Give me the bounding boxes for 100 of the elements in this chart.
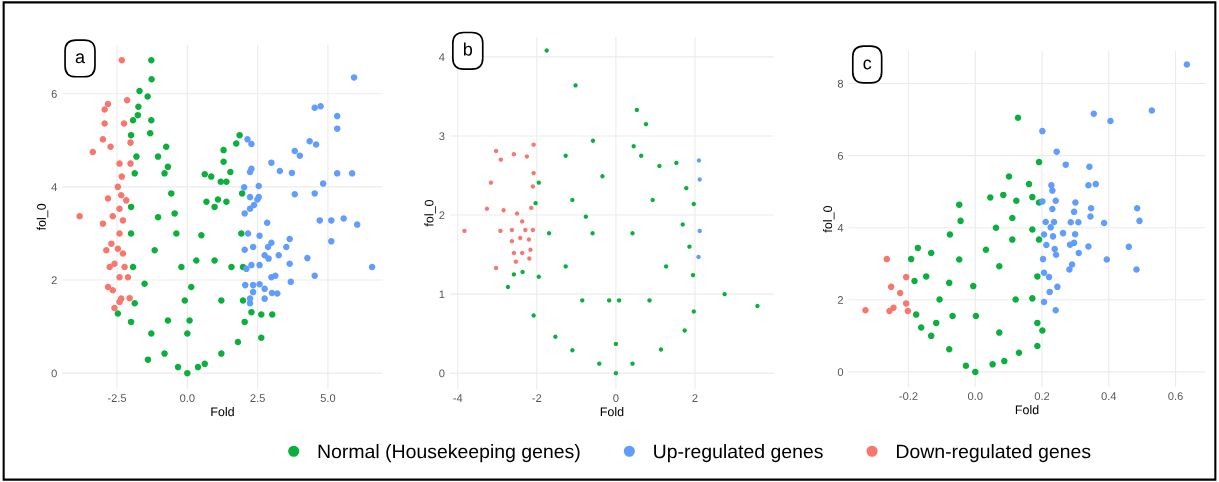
point [570,348,575,353]
y-tick-label: 0 [439,369,445,378]
point [691,309,696,314]
point [896,289,904,297]
x-tick-label: 0 [613,394,619,402]
point [126,294,133,302]
point [972,312,980,320]
point [1029,295,1036,302]
point [597,361,602,366]
x-tick-label: 0.2 [1034,392,1050,401]
point [573,83,578,88]
point [498,228,503,234]
point [530,184,536,189]
point [123,96,131,104]
point [488,180,494,185]
point [1183,61,1191,68]
point [590,138,596,143]
point [955,201,963,208]
point [1049,233,1057,240]
point [972,368,979,376]
point [509,227,515,233]
point [533,200,538,206]
point [563,153,568,158]
point [697,228,702,234]
point [520,269,525,275]
point [1040,231,1048,238]
point [108,240,115,247]
point [1039,127,1046,135]
x-axis-title: Fold [211,406,234,417]
point [519,219,525,224]
point [987,194,994,201]
point [687,244,692,249]
point [902,300,910,307]
point [107,143,114,151]
point [116,273,123,281]
point [927,332,935,340]
point [1025,180,1033,188]
point [1045,273,1053,281]
point [1001,357,1008,365]
point [957,217,964,225]
point [631,144,636,149]
point [616,298,622,303]
point [1090,110,1098,118]
y-tick-label: 4 [439,53,445,61]
point [962,362,970,370]
point [1039,327,1046,334]
point [524,154,530,159]
point [530,227,536,233]
x-tick-label: -0.2 [899,392,918,401]
point [1052,251,1060,259]
point [484,206,490,211]
annotation: c [863,59,872,70]
point [89,148,97,156]
x-tick-label: -2.5 [107,394,127,402]
point [111,304,118,312]
point [690,272,696,278]
point [992,224,1000,231]
point [1092,180,1100,188]
point [658,347,664,352]
point [127,160,134,167]
point [1067,219,1074,226]
point [1136,217,1143,225]
x-axis-title: Fold [600,406,624,417]
point [1049,205,1056,213]
point [1085,243,1092,250]
point [119,217,127,224]
point [647,298,652,303]
point [104,283,112,291]
x-tick-label: 2 [692,394,698,402]
point [982,246,990,253]
point [1040,298,1048,306]
point [1034,273,1041,280]
point [996,329,1003,336]
point [1133,266,1140,273]
point [1125,243,1133,251]
point [914,244,922,252]
point [99,136,107,143]
point [580,298,585,303]
point [544,48,549,53]
point [1054,283,1061,291]
point [99,220,107,227]
point [1047,224,1054,231]
point [890,304,897,311]
point [634,107,640,113]
point [1042,218,1049,226]
point [118,173,126,180]
point [922,273,930,280]
point [1100,219,1108,227]
annotation: a [75,53,86,64]
point [1039,198,1046,205]
point [1012,296,1019,303]
point [531,170,536,176]
point [639,153,644,158]
point [1072,199,1079,206]
point [523,227,528,233]
x-tick-label: 0.4 [1101,392,1117,401]
point [114,245,122,253]
point [109,212,117,220]
point [917,324,925,331]
point [101,120,108,127]
